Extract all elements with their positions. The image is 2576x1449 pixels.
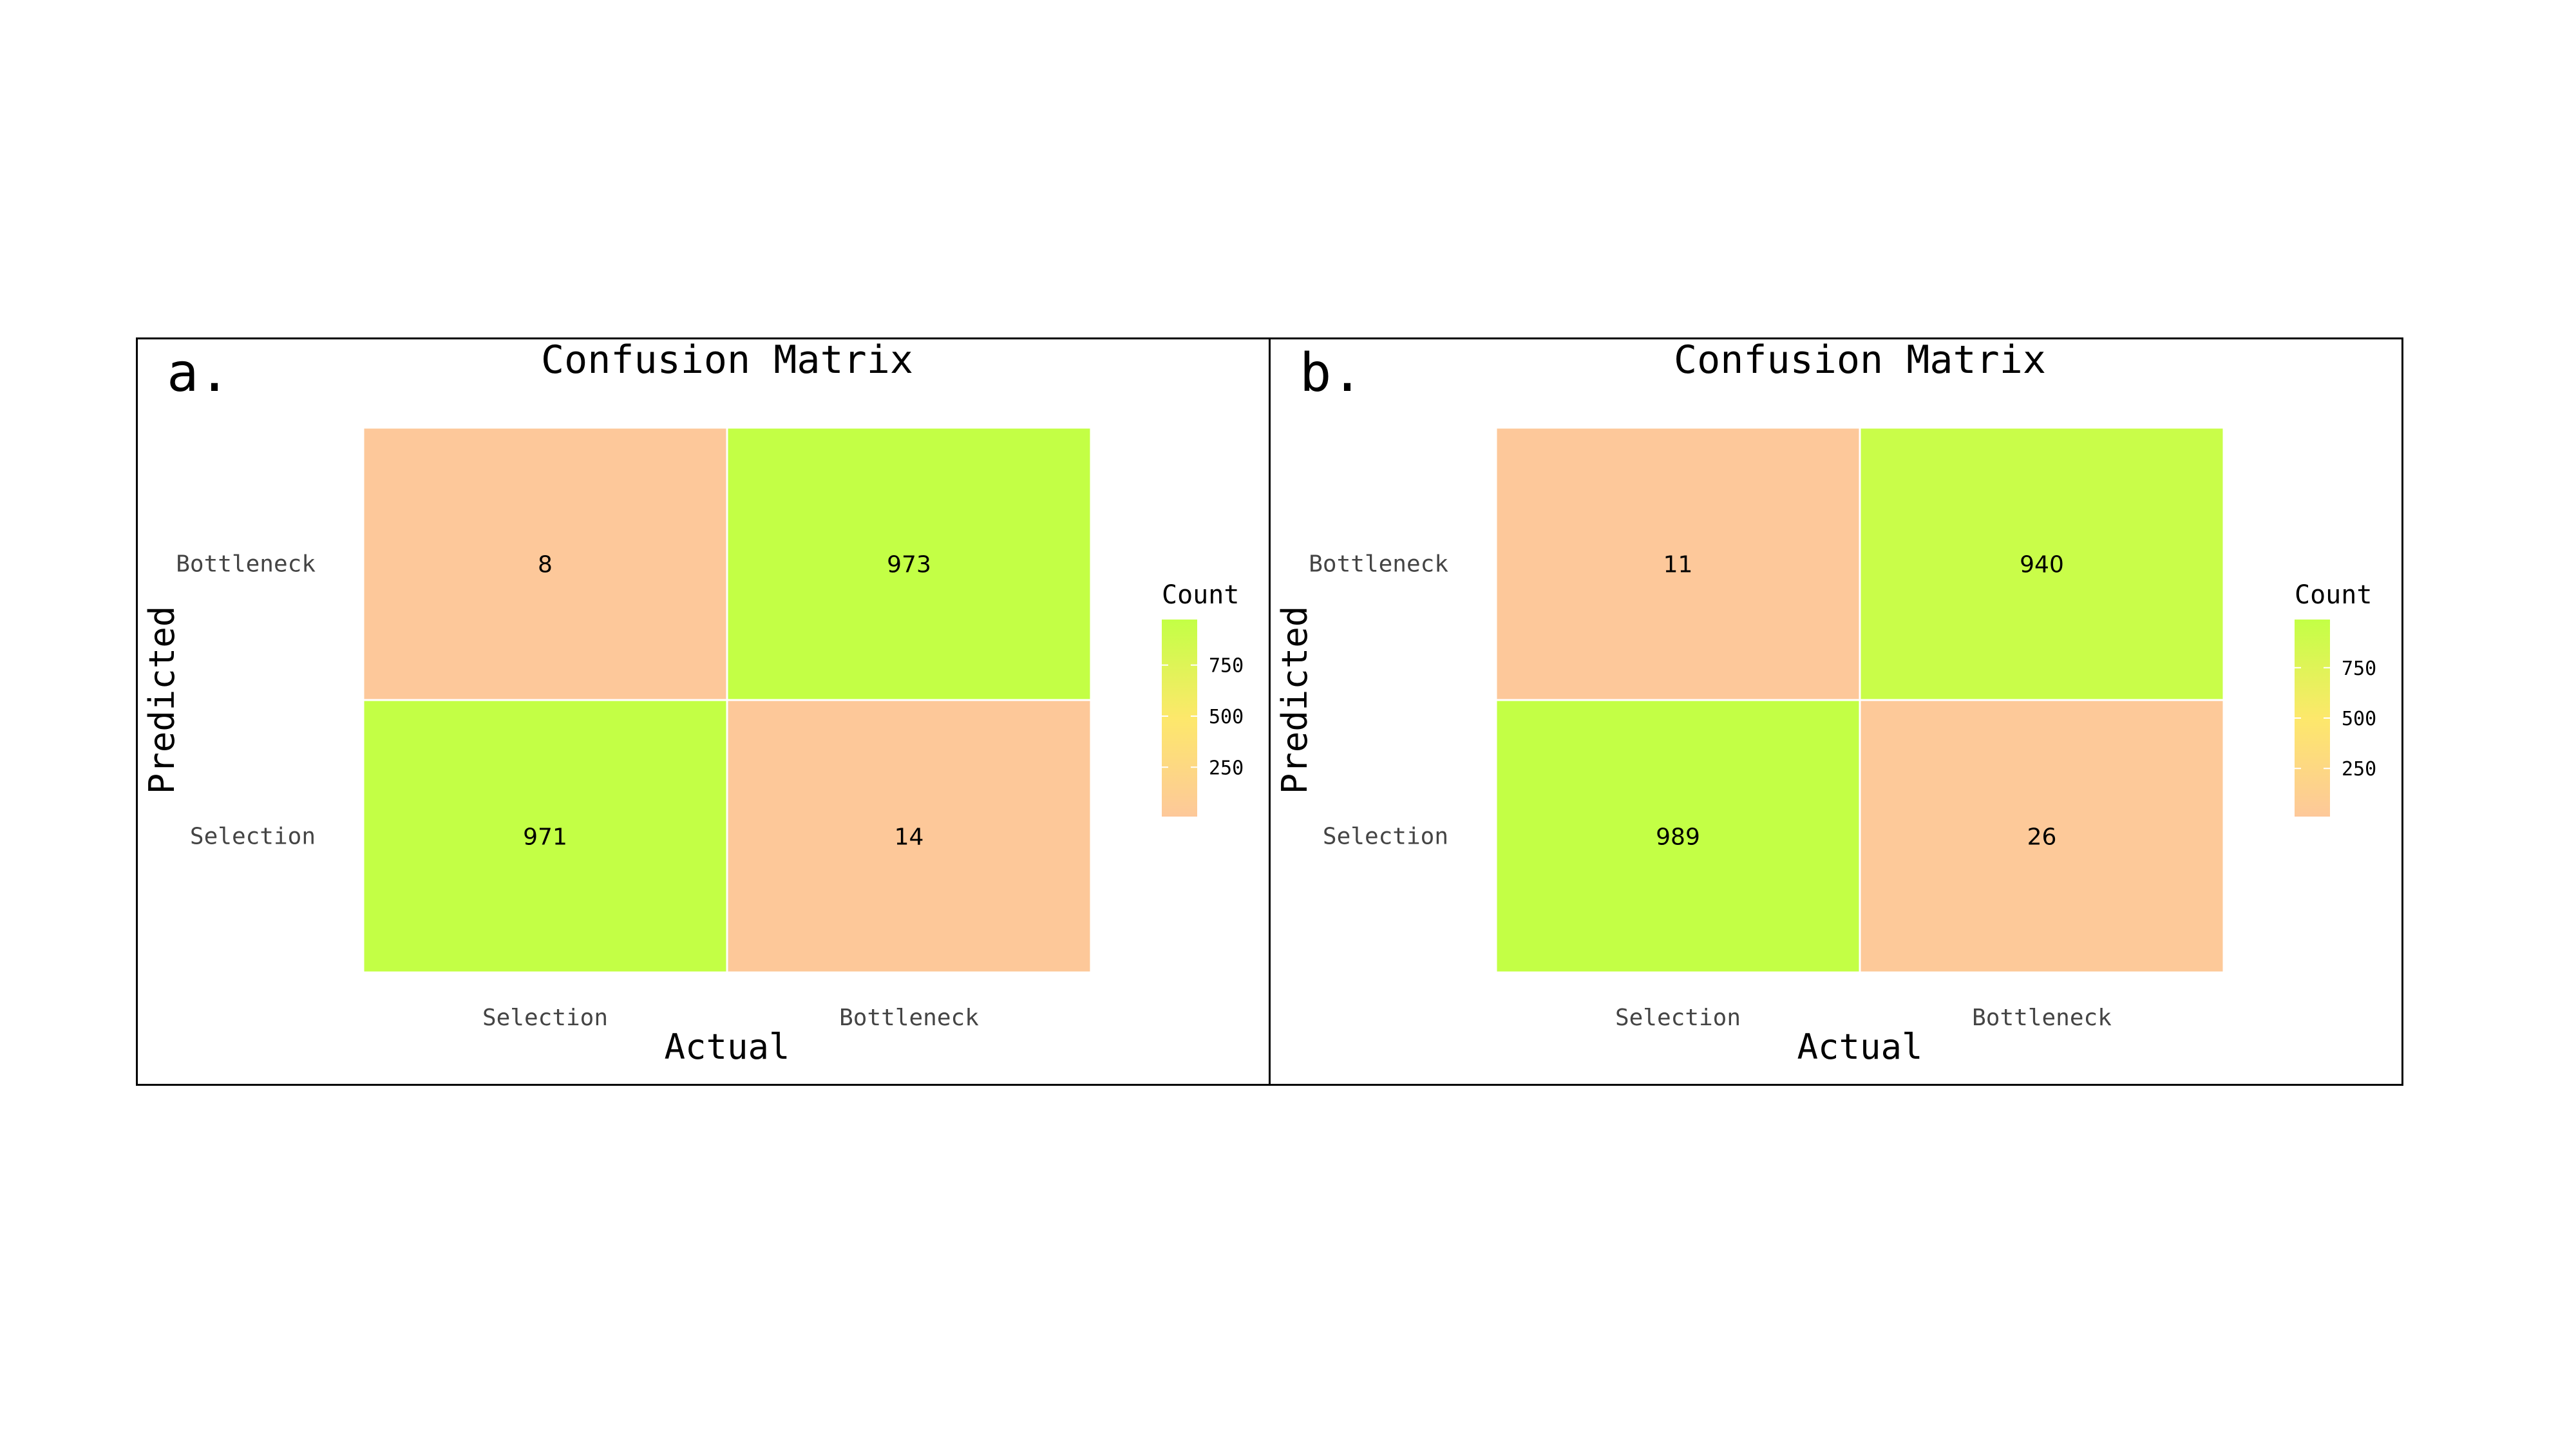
chart-title: Confusion Matrix xyxy=(1674,339,2046,383)
heatmap-cell xyxy=(362,426,728,701)
cell-value-label: 8 xyxy=(538,552,553,578)
heatmap-cell xyxy=(1859,426,2225,701)
heatmap-cell xyxy=(1859,699,2225,974)
x-tick-label: Selection xyxy=(1615,1005,1741,1031)
legend-tick-label: 750 xyxy=(1209,655,1244,677)
cell-value-label: 973 xyxy=(887,552,931,578)
confusion-matrix-b: b. Confusion Matrix 11 940 989 26 Selection Bot… xyxy=(1274,339,2376,1067)
cell-value-label: 26 xyxy=(2027,824,2057,851)
legend-tick-label: 500 xyxy=(1209,706,1244,728)
cell-value-label: 11 xyxy=(1663,552,1693,578)
heatmap-cell xyxy=(1495,699,1861,974)
x-tick-label: Selection xyxy=(482,1005,608,1031)
y-tick-label: Selection xyxy=(190,824,316,850)
heatmap-cell xyxy=(362,699,728,974)
y-tick-label: Bottleneck xyxy=(1309,551,1448,578)
panel-label: a. xyxy=(167,343,231,404)
heatmap-cell xyxy=(726,699,1092,974)
legend-tick-label: 250 xyxy=(1209,757,1244,779)
chart-title: Confusion Matrix xyxy=(541,339,913,383)
panel-a: a. Confusion Matrix 8 973 971 14 Selection Bott… xyxy=(138,339,1269,1084)
cell-value-label: 989 xyxy=(1656,824,1700,851)
legend-tick-label: 750 xyxy=(2342,658,2376,680)
x-tick-label: Bottleneck xyxy=(839,1005,979,1031)
legend-colorbar xyxy=(1162,620,1197,817)
cell-value-label: 940 xyxy=(2020,552,2064,578)
x-axis-title: Actual xyxy=(1797,1027,1922,1067)
panel-divider xyxy=(1269,339,1271,1084)
panel-b: b. Confusion Matrix 11 940 989 26 Selection Bot… xyxy=(1271,339,2401,1084)
panel-label: b. xyxy=(1300,343,1363,404)
y-axis-title: Predicted xyxy=(142,606,182,795)
legend-title: Count xyxy=(1162,580,1239,610)
x-tick-label: Bottleneck xyxy=(1972,1005,2112,1031)
y-tick-label: Selection xyxy=(1323,824,1448,850)
legend-title: Count xyxy=(2295,580,2372,610)
x-axis-title: Actual xyxy=(664,1027,790,1067)
legend-tick-label: 500 xyxy=(2342,708,2376,730)
cell-value-label: 971 xyxy=(523,824,567,851)
heatmap-cell xyxy=(1495,426,1861,701)
confusion-matrix-a: a. Confusion Matrix 8 973 971 14 Selection Bott… xyxy=(142,339,1244,1067)
figure-frame: a. Confusion Matrix 8 973 971 14 Selection Bott… xyxy=(136,337,2403,1086)
heatmap-cell xyxy=(726,426,1092,701)
y-tick-label: Bottleneck xyxy=(176,551,316,578)
legend-tick-label: 250 xyxy=(2342,758,2376,781)
y-axis-title: Predicted xyxy=(1274,606,1315,795)
cell-value-label: 14 xyxy=(895,824,924,851)
